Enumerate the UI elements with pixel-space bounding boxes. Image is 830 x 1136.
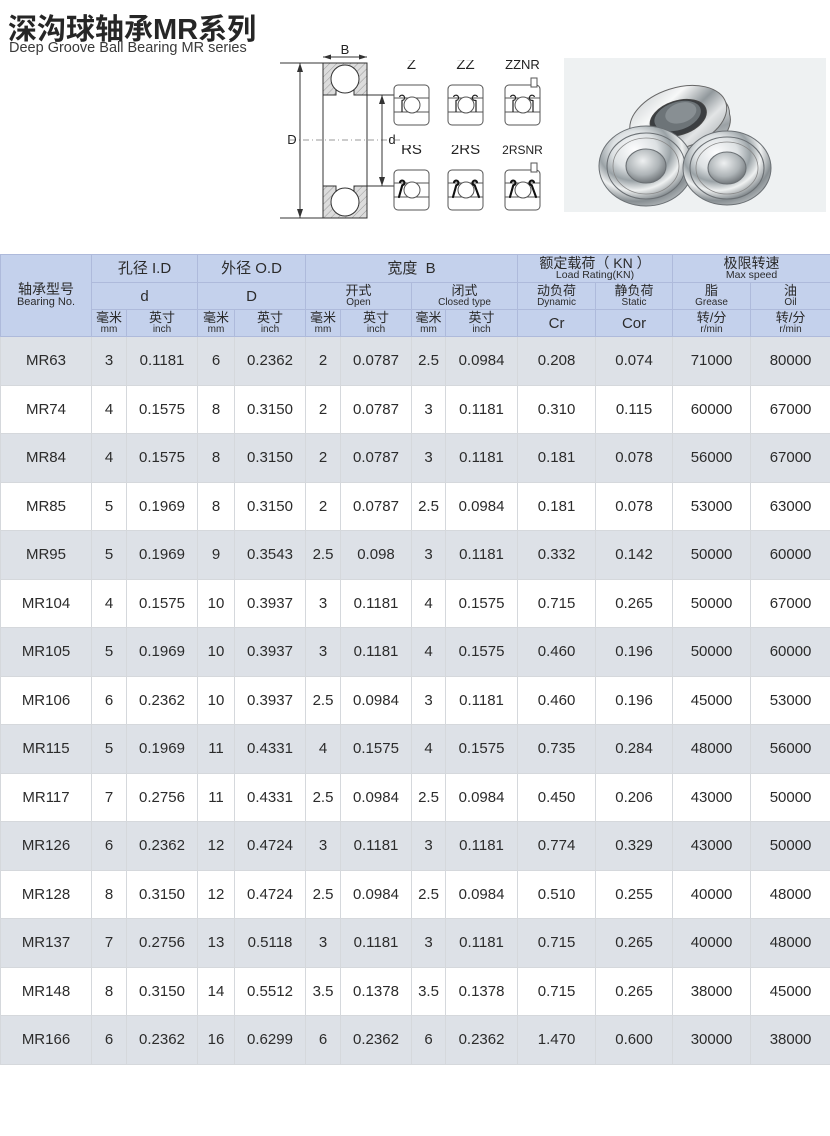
svg-text:Z: Z (407, 60, 416, 73)
svg-text:2RSNR: 2RSNR (502, 143, 543, 157)
svg-text:B: B (341, 45, 350, 57)
svg-text:ZZNR: ZZNR (505, 57, 540, 72)
svg-text:RS: RS (401, 145, 422, 158)
svg-text:ZZ: ZZ (456, 60, 474, 73)
svg-text:D: D (287, 132, 296, 147)
svg-text:2RS: 2RS (451, 145, 480, 158)
